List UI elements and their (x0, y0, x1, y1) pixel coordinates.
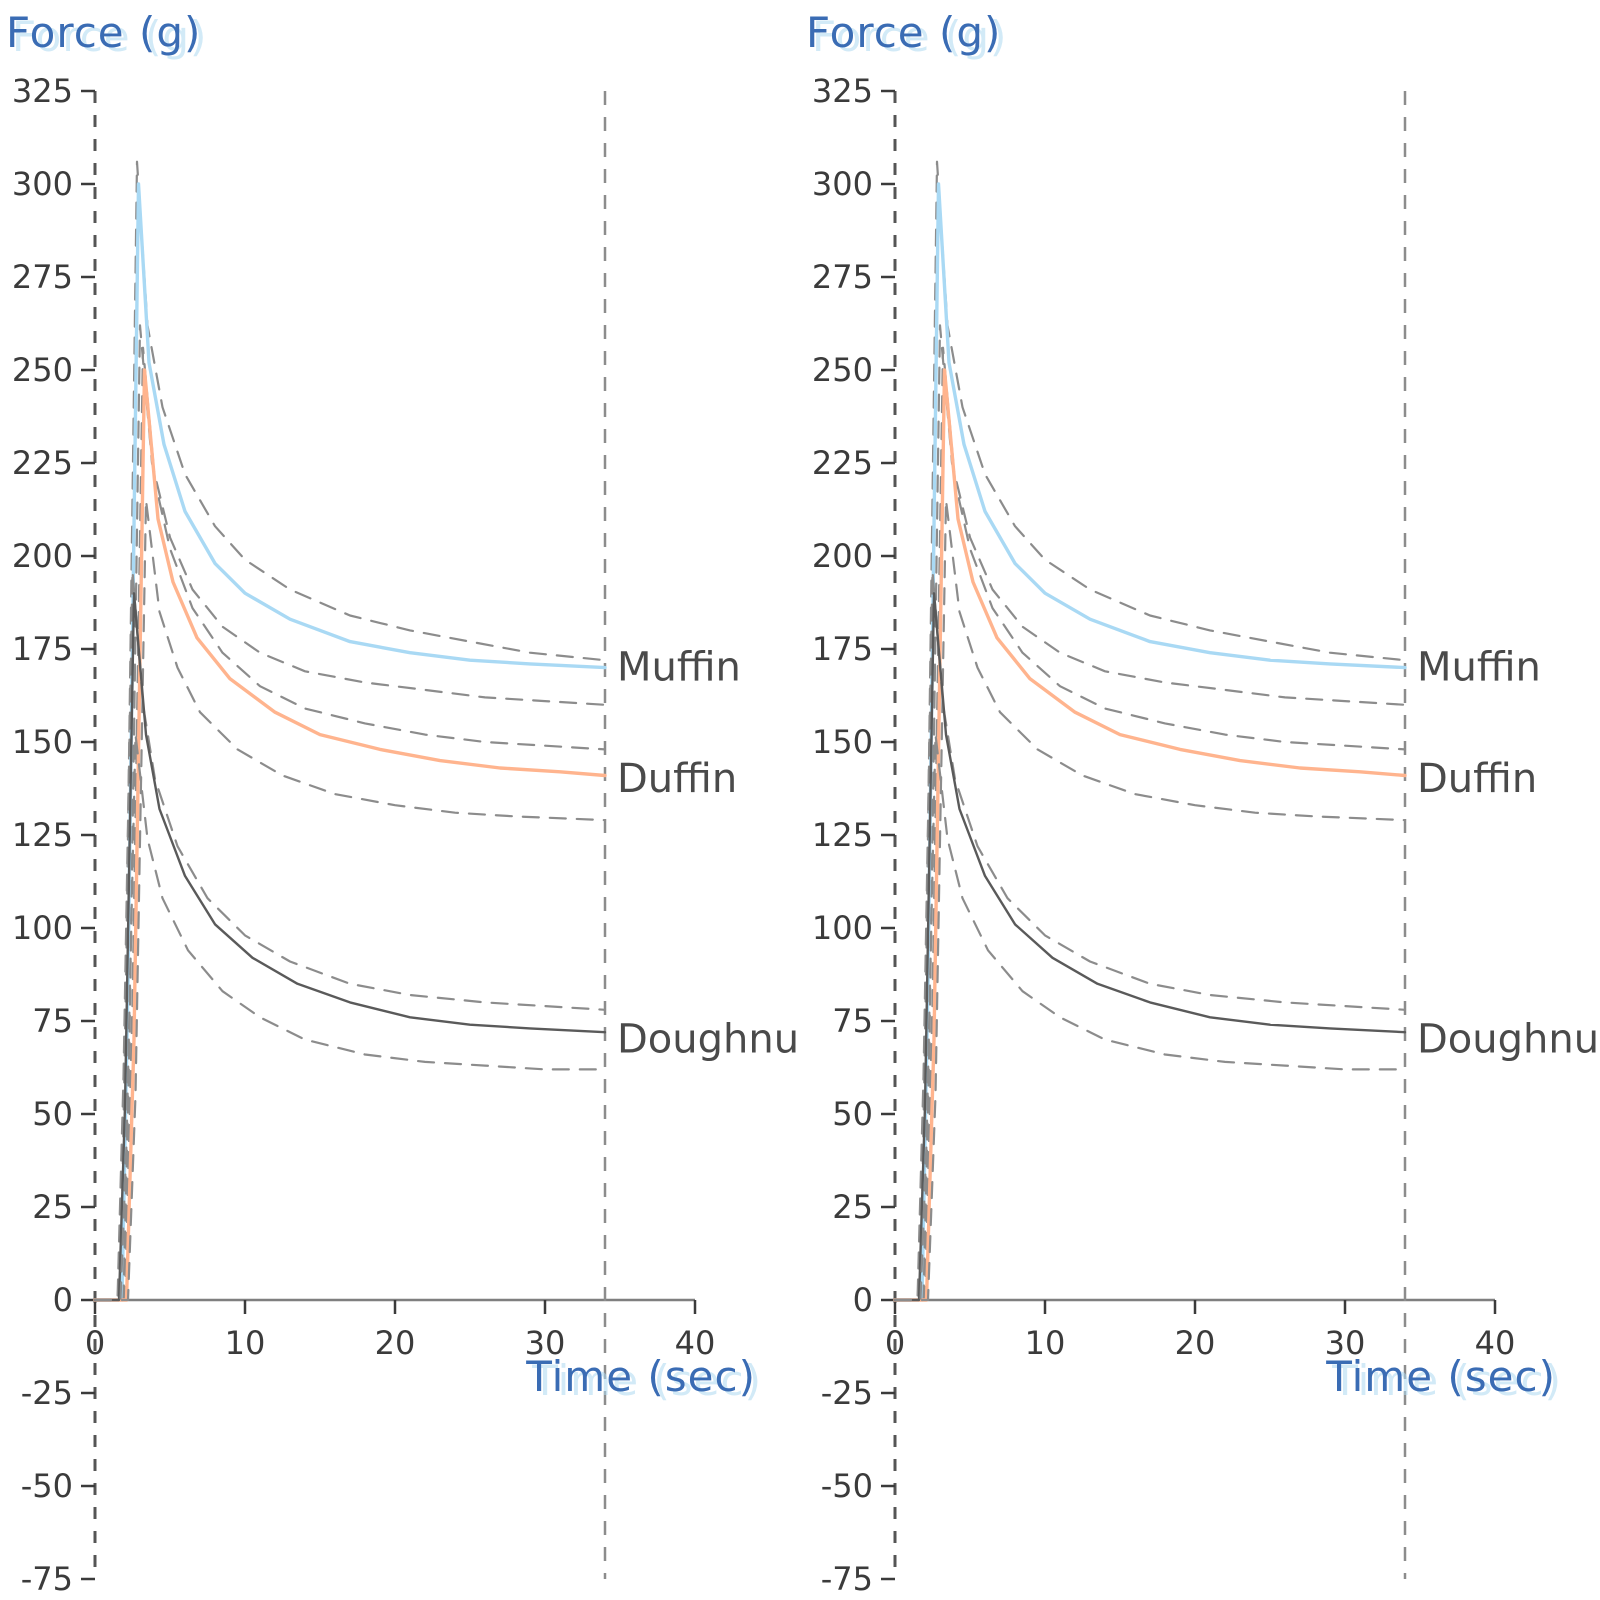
series-line-muffin-band (93, 160, 607, 1302)
y-tick-label: 250 (12, 351, 73, 389)
x-tick-label: 30 (1325, 1324, 1366, 1362)
y-tick-label: 200 (12, 537, 73, 575)
series-line-duffin-band (93, 499, 607, 1302)
y-tick-label: 25 (32, 1188, 73, 1226)
y-tick-label: 275 (12, 258, 73, 296)
y-tick-label: 225 (812, 444, 873, 482)
series-line-duffin-mean (893, 368, 1407, 1302)
series-line-muffin-band (893, 160, 1407, 1302)
y-tick-label: -50 (821, 1467, 873, 1505)
y-tick-label: 200 (812, 537, 873, 575)
series-line-doughnut-band (893, 733, 1407, 1302)
y-tick-label: 50 (32, 1095, 73, 1133)
y-tick-label: 150 (12, 723, 73, 761)
series-label-duffin: Duffin (617, 756, 737, 802)
y-tick-label: 75 (832, 1002, 873, 1040)
force-time-plot-left: 3253002752502252001751501251007550250-25… (12, 72, 800, 1598)
x-tick-label: 10 (1025, 1324, 1066, 1362)
series-line-doughnut-band (93, 733, 607, 1302)
y-tick-label: 175 (12, 630, 73, 668)
y-tick-label: 150 (812, 723, 873, 761)
y-tick-label: 125 (12, 816, 73, 854)
series-label-muffin: Muffin (617, 645, 741, 691)
series-line-doughnut-band (93, 569, 607, 1302)
y-tick-label: -25 (821, 1374, 873, 1412)
y-axis-title-left: Force (g) (6, 8, 202, 57)
x-tick-label: 40 (1475, 1324, 1516, 1362)
x-tick-label: 30 (525, 1324, 566, 1362)
y-tick-label: -75 (21, 1560, 73, 1598)
series-label-duffin: Duffin (1417, 756, 1537, 802)
chart-panel-right: Force (g) 325 300 275 250 225 200 175 150 125 100… (800, 0, 1600, 1600)
x-axis-title-right: Time (sec) (1326, 1352, 1556, 1401)
series-label-muffin: Muffin (1417, 645, 1541, 691)
y-tick-label: -50 (21, 1467, 73, 1505)
series-line-duffin-mean (93, 368, 607, 1302)
x-tick-label: 20 (1175, 1324, 1216, 1362)
series-line-duffin-band (893, 499, 1407, 1302)
series-label-doughnut: Doughnut (1417, 1017, 1600, 1063)
chart-panel-left: Force (g) 325 300 275 250 225 200 175 150 125 100… (6, 8, 800, 1598)
y-tick-label: 175 (812, 630, 873, 668)
x-tick-label: 40 (675, 1324, 716, 1362)
y-tick-label: 0 (53, 1281, 73, 1319)
y-tick-label: 225 (12, 444, 73, 482)
y-tick-label: 100 (12, 909, 73, 947)
y-tick-label: 100 (812, 909, 873, 947)
y-tick-label: -75 (821, 1560, 873, 1598)
y-tick-label: 275 (812, 258, 873, 296)
y-tick-label: 325 (812, 72, 873, 110)
y-tick-label: 250 (812, 351, 873, 389)
y-tick-label: -25 (21, 1374, 73, 1412)
series-line-doughnut-mean (93, 592, 607, 1302)
x-axis-title-left: Time (sec) (526, 1352, 756, 1401)
series-line-duffin-band (893, 346, 1407, 1302)
force-time-plot-right: 3253002752502252001751501251007550250-25… (812, 72, 1600, 1598)
x-tick-label: 20 (375, 1324, 416, 1362)
y-tick-label: 300 (812, 165, 873, 203)
x-tick-label: 0 (885, 1324, 905, 1362)
x-tick-label: 0 (85, 1324, 105, 1362)
y-axis-title-right: Force (g) (806, 8, 1002, 57)
series-label-doughnut: Doughnut (617, 1017, 800, 1063)
series-line-doughnut-band (893, 569, 1407, 1302)
y-tick-label: 0 (853, 1281, 873, 1319)
series-line-doughnut-mean (893, 592, 1407, 1302)
series-line-duffin-band (93, 346, 607, 1302)
x-tick-label: 10 (225, 1324, 266, 1362)
y-tick-label: 25 (832, 1188, 873, 1226)
y-tick-label: 300 (12, 165, 73, 203)
y-tick-label: 125 (812, 816, 873, 854)
y-tick-label: 325 (12, 72, 73, 110)
y-tick-label: 75 (32, 1002, 73, 1040)
y-tick-label: 50 (832, 1095, 873, 1133)
